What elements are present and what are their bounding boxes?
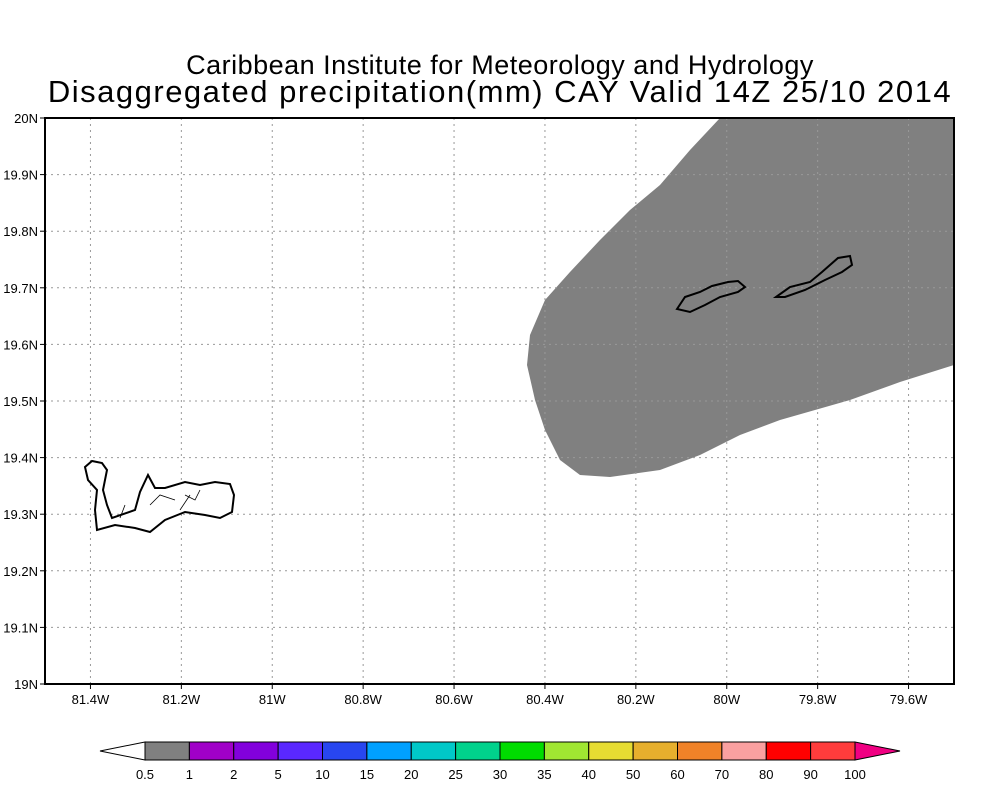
y-tick-label: 19.2N	[3, 564, 38, 579]
y-tick-label: 19N	[14, 677, 38, 692]
x-tick-label: 81.2W	[163, 692, 201, 707]
y-tick-label: 19.9N	[3, 168, 38, 183]
grand-cayman-outline	[83, 459, 236, 534]
colorbar-label: 35	[537, 767, 551, 782]
colorbar-box	[322, 741, 368, 761]
colorbar-label: 30	[493, 767, 507, 782]
y-tick-label: 19.5N	[3, 394, 38, 409]
colorbar-label: 20	[404, 767, 418, 782]
x-tick-label: 80.2W	[617, 692, 655, 707]
colorbar-box	[499, 741, 545, 761]
colorbar-under-triangle	[99, 741, 146, 761]
y-tick-label: 19.6N	[3, 337, 38, 352]
colorbar-box	[632, 741, 678, 761]
colorbar-label: 1	[186, 767, 193, 782]
grid-lines	[45, 118, 954, 684]
x-tick-label: 81.4W	[72, 692, 110, 707]
islands	[83, 254, 854, 534]
x-tick-label: 79.8W	[799, 692, 837, 707]
colorbar-label: 50	[626, 767, 640, 782]
x-tick-label: 80W	[713, 692, 740, 707]
y-tick-label: 19.3N	[3, 507, 38, 522]
colorbar-box	[366, 741, 412, 761]
x-tick-label: 80.4W	[526, 692, 564, 707]
colorbar-box	[677, 741, 723, 761]
colorbar-box	[188, 741, 235, 761]
y-tick-label: 19.7N	[3, 281, 38, 296]
y-tick-label: 19.4N	[3, 451, 38, 466]
colorbar-box	[765, 741, 812, 761]
colorbar-label: 60	[670, 767, 684, 782]
colorbar-label: 5	[275, 767, 282, 782]
x-tick-label: 80.8W	[344, 692, 382, 707]
colorbar-box	[277, 741, 323, 761]
x-tick-label: 81W	[259, 692, 286, 707]
cayman-brac-outline	[772, 254, 854, 298]
colorbar-label: 25	[448, 767, 462, 782]
colorbar-box	[543, 741, 590, 761]
title-product: Disaggregated precipitation(mm) CAY Vali…	[47, 74, 953, 109]
y-axis: 20N 19.9N 19.8N 19.7N 19.6N 19.5N 19.4N 19.3N 19…	[3, 111, 45, 692]
precip-area-gray	[527, 118, 954, 477]
colorbar-label: 2	[230, 767, 237, 782]
colorbar-box	[144, 741, 190, 761]
colorbar-label: 10	[315, 767, 329, 782]
colorbar-box	[588, 741, 634, 761]
colorbar-box	[410, 741, 457, 761]
precip-field	[527, 118, 954, 477]
x-tick-label: 80.6W	[435, 692, 473, 707]
colorbar-label: 70	[715, 767, 729, 782]
x-tick-label: 79.6W	[890, 692, 928, 707]
colorbar-label: 90	[803, 767, 817, 782]
y-tick-label: 19.1N	[3, 620, 38, 635]
colorbar-label: 80	[759, 767, 773, 782]
colorbar: 0.5 1 2 5 10 15 20 25 30 35 40 50 60 70 80 90 100	[99, 741, 901, 782]
y-tick-label: 19.8N	[3, 224, 38, 239]
y-tick-label: 20N	[14, 111, 38, 126]
colorbar-label: 40	[582, 767, 596, 782]
colorbar-box	[810, 741, 856, 761]
colorbar-label: 100	[844, 767, 866, 782]
grand-cayman-districts	[119, 489, 201, 519]
colorbar-box	[233, 741, 279, 761]
title-institute: Caribbean Institute for Meteorology and …	[186, 50, 814, 80]
little-cayman-outline	[675, 279, 747, 314]
colorbar-box	[721, 741, 767, 761]
colorbar-box	[455, 741, 501, 761]
colorbar-over-triangle	[854, 741, 901, 761]
colorbar-label: 0.5	[136, 767, 154, 782]
colorbar-label: 15	[360, 767, 374, 782]
x-axis: 81.4W 81.2W 81W 80.8W 80.6W 80.4W 80.2W 80W 79.8…	[72, 684, 928, 707]
